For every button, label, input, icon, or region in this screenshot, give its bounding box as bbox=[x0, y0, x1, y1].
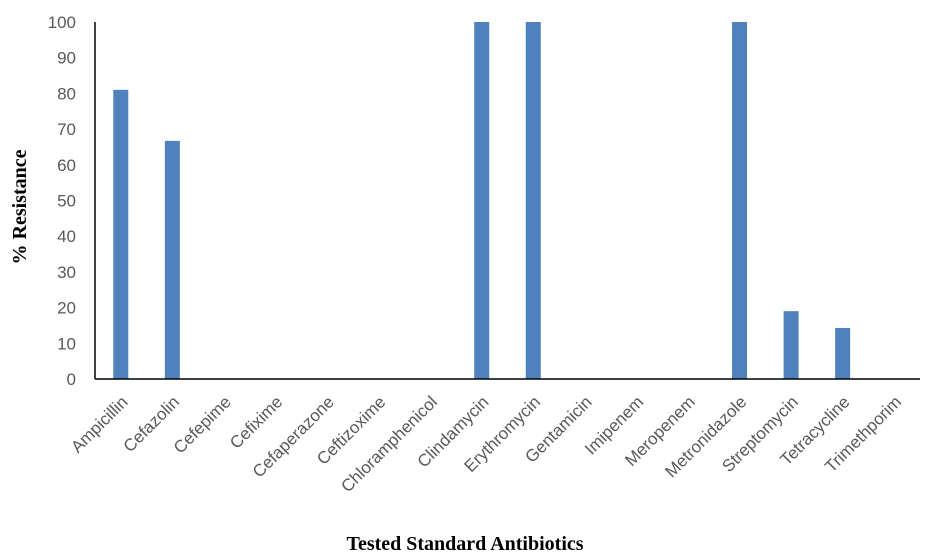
y-axis-tick-labels: 0 10 20 30 40 50 60 70 80 90 100 bbox=[48, 13, 76, 389]
bar bbox=[783, 311, 799, 379]
y-tick-label: 0 bbox=[67, 370, 76, 389]
bars bbox=[113, 22, 851, 379]
y-tick-label: 20 bbox=[57, 299, 76, 318]
x-tick-label: Ampicillin bbox=[67, 392, 131, 456]
y-tick-label: 40 bbox=[57, 227, 76, 246]
x-tick-label: Chloramphenicol bbox=[337, 392, 441, 496]
bar bbox=[835, 327, 851, 379]
x-axis-title: Tested Standard Antibiotics bbox=[346, 533, 583, 555]
y-tick-label: 70 bbox=[57, 120, 76, 139]
y-tick-label: 10 bbox=[57, 334, 76, 353]
x-axis-tick-labels: AmpicillinCefazolinCefepimeCefiximeCefap… bbox=[67, 392, 905, 496]
y-tick-label: 60 bbox=[57, 156, 76, 175]
bar bbox=[113, 89, 129, 379]
bar bbox=[164, 140, 180, 379]
y-tick-label: 50 bbox=[57, 192, 76, 211]
y-tick-label: 100 bbox=[48, 13, 76, 32]
y-tick-label: 30 bbox=[57, 263, 76, 282]
y-tick-label: 80 bbox=[57, 84, 76, 103]
bar bbox=[525, 22, 541, 379]
x-tick-label: Cefepime bbox=[170, 392, 235, 457]
bar bbox=[474, 22, 490, 379]
y-axis-title: % Resistance bbox=[9, 149, 31, 264]
y-tick-label: 90 bbox=[57, 49, 76, 68]
bar bbox=[732, 22, 748, 379]
